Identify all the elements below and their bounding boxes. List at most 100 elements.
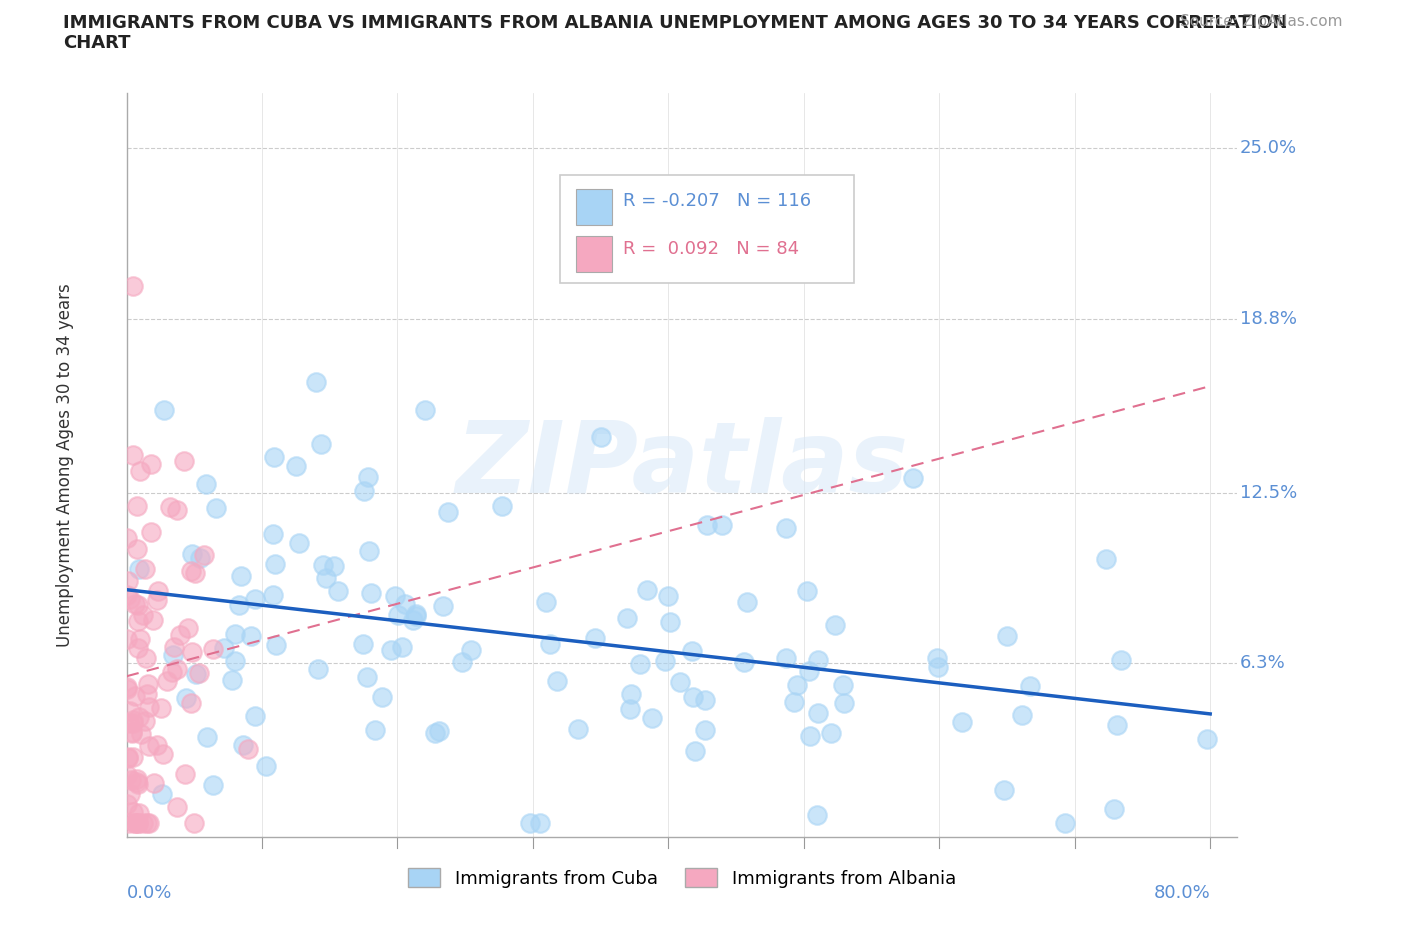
Point (359, 543, 381, 558)
Point (315, 570, 337, 585)
Point (124, 816, 146, 830)
Point (619, 701, 641, 716)
Point (224, 627, 246, 642)
Point (266, 637, 288, 652)
Point (127, 498, 149, 513)
Point (657, 589, 679, 604)
Text: 18.8%: 18.8% (1240, 310, 1296, 328)
Point (1111, 653, 1133, 668)
Point (197, 729, 219, 744)
Point (183, 816, 205, 830)
Point (693, 692, 716, 707)
Point (127, 816, 149, 830)
Point (124, 689, 146, 704)
Point (145, 737, 167, 752)
Text: Unemployment Among Ages 30 to 34 years: Unemployment Among Ages 30 to 34 years (56, 283, 75, 647)
Point (491, 498, 513, 513)
Point (118, 591, 141, 606)
Point (243, 709, 266, 724)
Point (136, 676, 159, 691)
Point (387, 607, 409, 622)
Point (201, 777, 224, 792)
Point (128, 805, 150, 820)
Point (236, 742, 259, 757)
Text: CHART: CHART (63, 34, 131, 52)
Point (118, 816, 141, 830)
Point (305, 375, 328, 390)
Point (641, 711, 664, 725)
Point (118, 715, 141, 730)
Point (832, 696, 855, 711)
Point (146, 583, 169, 598)
Point (166, 661, 188, 676)
Point (1011, 707, 1033, 722)
Point (820, 726, 842, 741)
Point (775, 521, 797, 536)
Point (693, 723, 716, 737)
Point (405, 606, 427, 621)
Point (993, 782, 1015, 797)
Point (214, 640, 236, 655)
Point (118, 703, 141, 718)
Point (423, 726, 446, 741)
Text: 80.0%: 80.0% (1153, 884, 1211, 902)
Point (394, 597, 416, 612)
Point (353, 484, 375, 498)
Point (122, 750, 145, 764)
Point (127, 777, 149, 791)
Point (583, 631, 606, 645)
Point (152, 403, 174, 418)
Point (132, 608, 155, 623)
Point (254, 759, 277, 774)
FancyBboxPatch shape (560, 175, 853, 283)
Point (125, 771, 148, 786)
Point (312, 557, 335, 572)
Point (129, 726, 152, 741)
Point (232, 737, 254, 752)
Point (450, 655, 472, 670)
Point (138, 738, 160, 753)
Point (616, 610, 638, 625)
Text: R = -0.207   N = 116: R = -0.207 N = 116 (623, 192, 811, 209)
Point (117, 751, 139, 765)
Point (685, 743, 707, 758)
Point (231, 569, 253, 584)
Point (124, 816, 146, 830)
Point (136, 686, 159, 701)
Point (322, 559, 344, 574)
Point (360, 586, 382, 601)
Point (195, 477, 218, 492)
Point (733, 655, 755, 670)
Point (124, 596, 146, 611)
FancyBboxPatch shape (576, 189, 612, 225)
Point (356, 470, 378, 485)
Point (783, 695, 806, 710)
Point (121, 725, 143, 740)
Point (127, 816, 149, 830)
Point (184, 565, 207, 580)
Point (405, 609, 427, 624)
Point (546, 674, 568, 689)
Point (166, 799, 188, 814)
Text: 0.0%: 0.0% (127, 884, 172, 902)
Point (824, 618, 846, 632)
Text: IMMIGRANTS FROM CUBA VS IMMIGRANTS FROM ALBANIA UNEMPLOYMENT AMONG AGES 30 TO 34: IMMIGRANTS FROM CUBA VS IMMIGRANTS FROM … (63, 14, 1288, 32)
Point (134, 713, 156, 728)
Point (519, 816, 541, 830)
Point (224, 654, 246, 669)
FancyBboxPatch shape (576, 236, 612, 272)
Point (832, 677, 855, 692)
Point (262, 588, 284, 603)
Point (181, 547, 204, 562)
Point (285, 458, 308, 473)
Point (950, 715, 973, 730)
Point (121, 712, 143, 727)
Point (1095, 551, 1118, 566)
Point (538, 637, 561, 652)
Point (120, 787, 142, 802)
Point (370, 690, 392, 705)
Point (380, 643, 402, 658)
Point (193, 548, 215, 563)
Point (221, 673, 243, 688)
Point (682, 689, 704, 704)
